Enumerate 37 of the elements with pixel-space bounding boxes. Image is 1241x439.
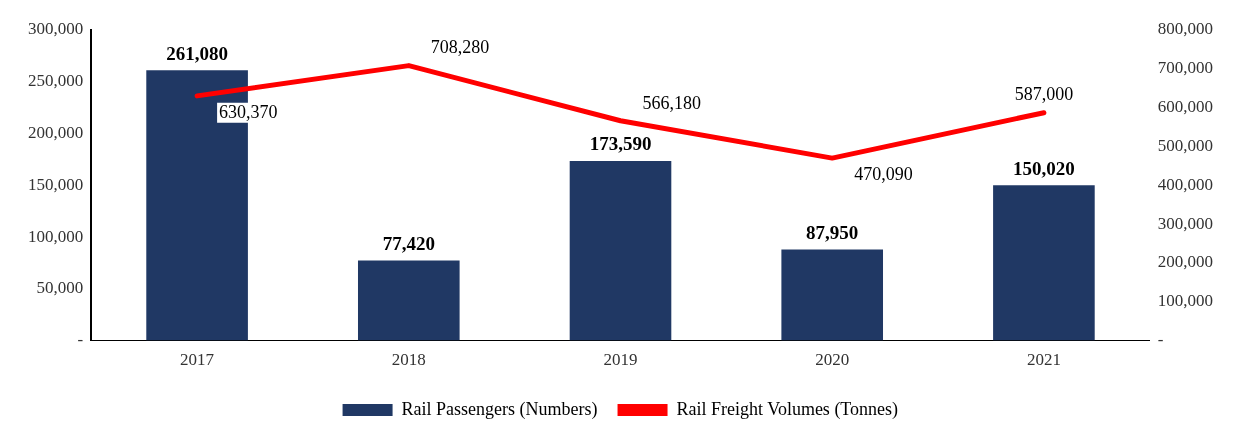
- x-tick-label: 2017: [180, 350, 215, 370]
- data-label: 470,090: [854, 163, 913, 184]
- y2-tick-label: 200,000: [1157, 252, 1213, 272]
- data-label: 566,180: [642, 92, 701, 113]
- y2-tick-label: 100,000: [1157, 291, 1213, 311]
- y-tick-label: 50,000: [36, 278, 84, 298]
- bar: [569, 160, 672, 341]
- y-tick-label: -: [77, 330, 84, 350]
- data-label: 77,420: [382, 232, 435, 254]
- x-tick-label: 2020: [815, 350, 850, 370]
- x-tick-label: 2018: [391, 350, 426, 370]
- y2-tick-label: 300,000: [1157, 213, 1213, 233]
- y-tick-label: 200,000: [28, 123, 84, 142]
- y2-tick-label: 400,000: [1157, 174, 1213, 194]
- y-tick-label: 250,000: [28, 71, 84, 91]
- y-tick-label: 150,000: [28, 174, 84, 194]
- x-tick-label: 2021: [1026, 350, 1061, 370]
- y-tick-label: 300,000: [28, 19, 84, 39]
- legend-label: Rail Passengers (Numbers): [401, 398, 598, 420]
- x-tick-label: 2019: [603, 350, 638, 370]
- y2-tick-label: 700,000: [1157, 58, 1213, 78]
- bar: [357, 260, 460, 341]
- y2-tick-label: 600,000: [1157, 97, 1213, 117]
- y2-tick-label: -: [1157, 330, 1164, 350]
- y2-tick-label: 500,000: [1157, 135, 1213, 155]
- data-label: 173,590: [589, 133, 652, 155]
- bar: [781, 249, 884, 341]
- data-label: 587,000: [1014, 84, 1074, 105]
- data-label: 261,080: [166, 42, 228, 64]
- data-label: 708,280: [430, 37, 490, 58]
- y-tick-label: 100,000: [28, 226, 84, 246]
- bar: [993, 185, 1095, 341]
- legend-label: Rail Freight Volumes (Tonnes): [676, 398, 899, 420]
- data-label: 87,950: [806, 221, 859, 243]
- data-label: 630,370: [219, 101, 278, 122]
- data-label: 150,020: [1013, 157, 1075, 179]
- y2-tick-label: 800,000: [1157, 19, 1213, 39]
